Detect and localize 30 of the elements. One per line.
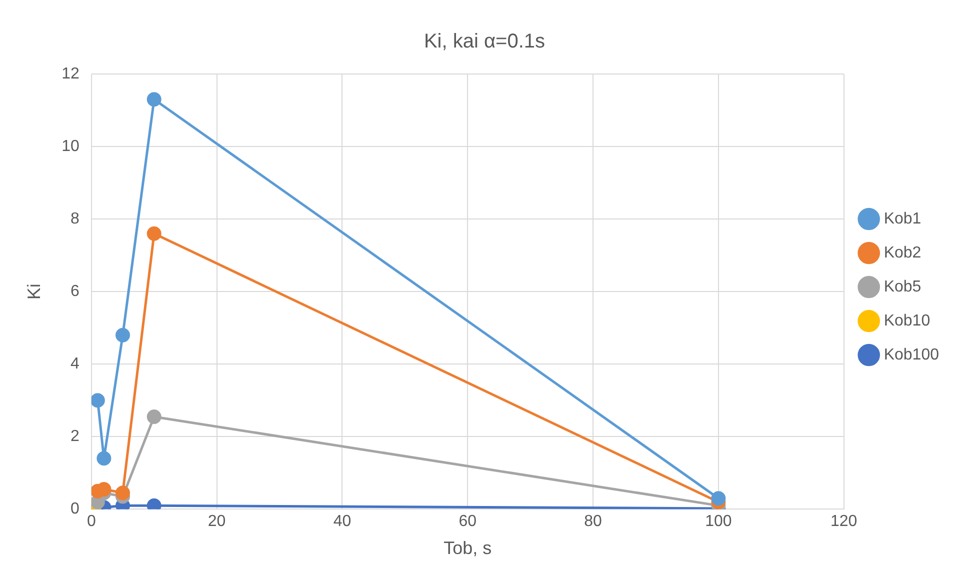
x-tick-label: 60 — [458, 513, 477, 530]
legend-label: Kob100 — [884, 346, 940, 364]
legend-label: Kob1 — [884, 210, 922, 228]
y-tick-label: 2 — [70, 428, 80, 446]
point — [146, 92, 162, 107]
point — [91, 393, 105, 408]
point — [116, 328, 130, 342]
x-tick-label: 40 — [333, 513, 352, 530]
chart-title: Ki, kai α=0.1s — [424, 30, 546, 53]
point — [146, 409, 162, 424]
y-tick-label: 8 — [70, 210, 80, 228]
y-tick-label: 12 — [62, 65, 80, 82]
x-tick-label: 100 — [705, 513, 732, 530]
point — [711, 491, 726, 506]
legend-label: Kob5 — [884, 278, 922, 296]
point — [96, 451, 112, 466]
point — [116, 486, 130, 500]
x-tick-label: 120 — [830, 513, 858, 530]
point — [146, 226, 162, 241]
y-tick-label: 6 — [70, 283, 80, 300]
x-tick-label: 20 — [208, 513, 226, 530]
x-axis-title: Tob, s — [444, 538, 492, 558]
legend-label: Kob10 — [884, 312, 930, 330]
y-axis-title: Ki — [24, 284, 44, 300]
legend-label: Kob2 — [884, 244, 922, 262]
x-tick-label: 80 — [584, 513, 602, 530]
x-tick-label: 0 — [86, 513, 96, 530]
y-tick-label: 10 — [62, 138, 80, 155]
y-tick-label: 4 — [70, 356, 80, 373]
y-tick-label: 0 — [70, 500, 80, 518]
